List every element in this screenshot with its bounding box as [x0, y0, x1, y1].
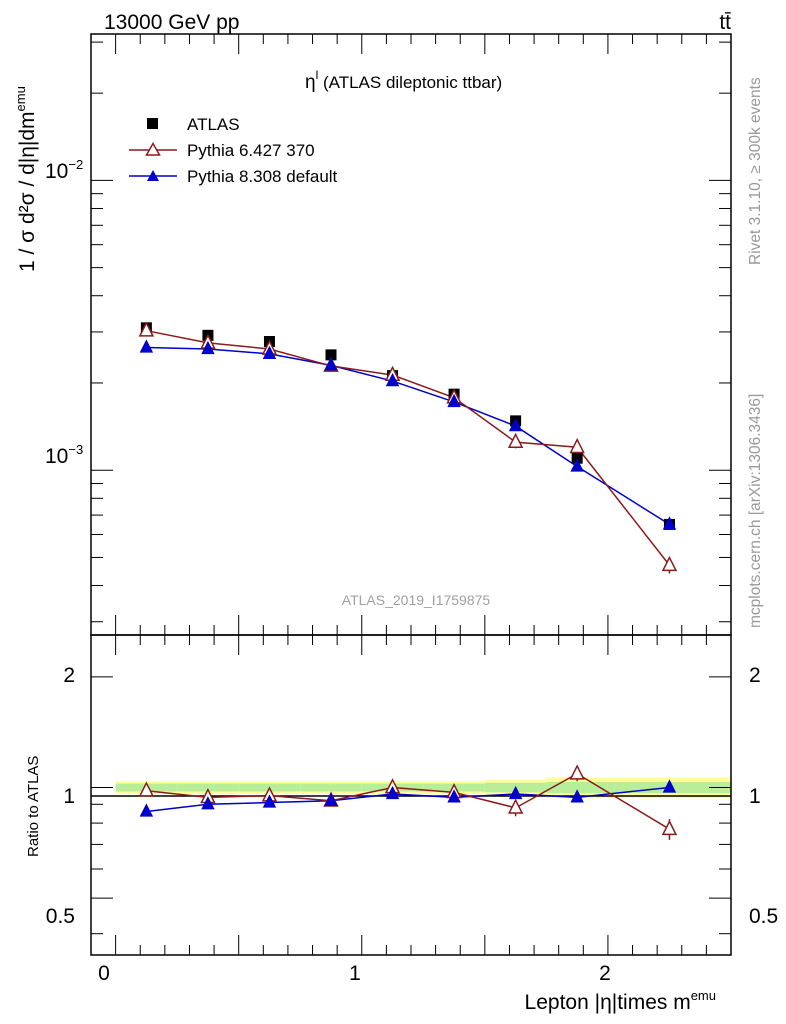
analysis-watermark: ATLAS_2019_I1759875	[342, 592, 491, 608]
ratio-y-ticks	[91, 676, 731, 935]
header-left-label: 13000 GeV pp	[104, 11, 239, 34]
ratio-band-green-segment	[300, 783, 362, 792]
pythia6-data-point	[569, 437, 585, 454]
pythia8-data-point	[385, 372, 400, 387]
pythia8-ratio-point	[570, 789, 584, 803]
main-ytick-label-1e-2: 10−2	[45, 157, 83, 183]
pythia6-ratio-point	[569, 764, 585, 780]
pythia6-ratio-point	[661, 819, 678, 836]
pythia8-data-point	[139, 339, 154, 353]
pythia6-ratio-point	[507, 798, 524, 814]
plot-title: ηl (ATLAS dileptonic ttbar)	[305, 68, 502, 93]
mcplots-label: mcplots.cern.ch [arXiv:1306.3436]	[747, 394, 764, 628]
pythia8-data-point	[447, 393, 461, 408]
pythia8-data-point	[662, 516, 677, 530]
pythia6-data-point	[507, 432, 524, 449]
pythia8-data-point	[324, 357, 338, 371]
xtick-label-2: 2	[599, 962, 611, 985]
ratio-data-layer	[138, 764, 678, 840]
ratio-ytick-label-2-left: 2	[63, 664, 75, 687]
xtick-label-1: 1	[349, 962, 361, 985]
x-axis-label: Lepton |η|times memu	[525, 988, 716, 1014]
ratio-ytick-label-1-right: 1	[749, 785, 761, 808]
ratio-ytick-label-05-left: 0.5	[46, 905, 75, 928]
legend-label-pythia8: Pythia 8.308 default	[187, 167, 338, 186]
pythia8-ratio-point	[447, 789, 461, 803]
ratio-ytick-label-2-right: 2	[749, 664, 761, 687]
rivet-version-label: Rivet 3.1.10, ≥ 300k events	[747, 77, 764, 265]
pythia8-ratio-point	[508, 785, 523, 800]
main-panel: ηl (ATLAS dileptonic ttbar) 10−2 10−3 1 …	[13, 33, 732, 636]
main-ytick-label-1e-3: 10−3	[45, 442, 83, 468]
ratio-panel: 2 1 0.5 2 1 0.5 Ratio to ATLAS	[25, 634, 778, 956]
pythia8-ratio-point	[324, 792, 338, 806]
legend-marker-pythia6	[145, 141, 161, 156]
legend-label-atlas: ATLAS	[187, 115, 240, 134]
pythia8-ratio-point	[662, 779, 677, 793]
pythia8-data-point	[570, 458, 584, 472]
pythia6-data-point	[138, 321, 155, 337]
legend-marker-pythia8	[147, 170, 159, 181]
pythia8-ratio-point	[385, 785, 400, 800]
pythia6-ratio-point	[138, 781, 155, 797]
ratio-ytick-label-1-left: 1	[63, 785, 75, 808]
pythia8-ratio-point	[262, 794, 277, 808]
ratio-band-green-segment	[546, 781, 608, 794]
legend-marker-atlas	[147, 118, 158, 129]
main-y-axis-label: 1 / σ d²σ / d|η|dmemu	[13, 86, 39, 272]
atlas-data-point	[325, 349, 337, 361]
pythia8-ratio-point	[201, 796, 215, 810]
main-data-layer	[138, 321, 678, 574]
pythia6-data-point	[661, 555, 678, 572]
legend-label-pythia6: Pythia 6.427 370	[187, 141, 315, 160]
ratio-y-axis-label: Ratio to ATLAS	[25, 756, 42, 857]
atlas-data-point	[571, 452, 583, 464]
ratio-band-green-segment	[177, 783, 239, 792]
pythia8-data-point	[262, 345, 277, 360]
main-y-ticks	[91, 41, 731, 623]
ratio-x-ticks	[90, 635, 732, 955]
pythia8-data-point	[508, 417, 523, 432]
header-right-label: tt̄	[719, 11, 731, 34]
main-x-ticks	[90, 34, 732, 635]
pythia8-data-point	[201, 340, 215, 355]
pythia8-ratio-point	[139, 803, 154, 817]
ratio-ytick-label-05-right: 0.5	[749, 905, 778, 928]
legend: ATLAS Pythia 6.427 370 Pythia 8.308 defa…	[129, 115, 338, 186]
xtick-label-0: 0	[98, 962, 110, 985]
